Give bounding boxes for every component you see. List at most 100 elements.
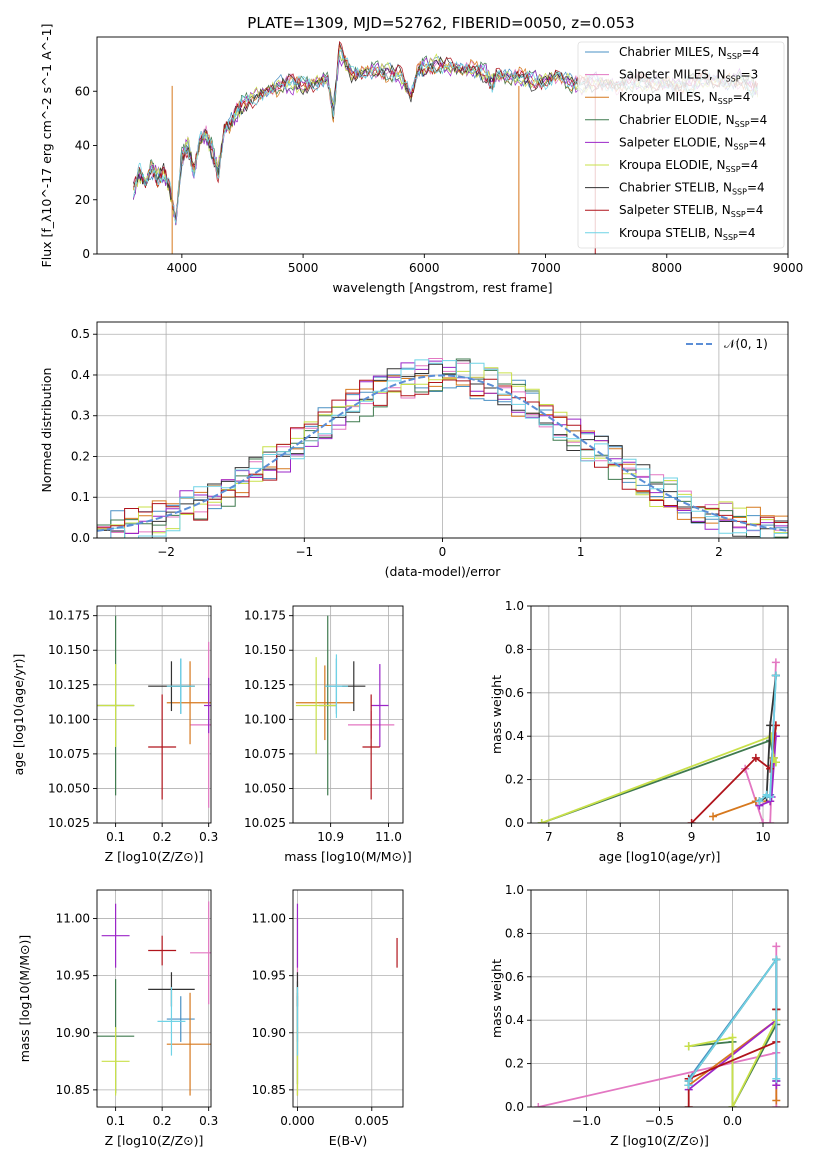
- y-tick-label: 40: [75, 139, 90, 153]
- y-tick-label: 10.85: [56, 1083, 90, 1097]
- series-marker-salpeter-miles: [766, 819, 775, 823]
- series-marker-kroupa-elodie: [537, 819, 546, 823]
- y-tick-label: 0.2: [71, 449, 90, 463]
- chart-age_vs_mass: 10.9 11.0 10.025 10.050 10.075 10.100 10.125 10…: [244, 605, 412, 864]
- legend-label-salpeter-miles: Salpeter MILES, NSSP=3: [619, 68, 758, 84]
- histogram-kroupa-stelib: [97, 359, 788, 538]
- y-tick-label: 0.8: [505, 926, 524, 940]
- errorbar-kroupa-miles: [166, 992, 211, 1096]
- series-marker-kroupa-stelib: [772, 955, 781, 964]
- y-tick-label: 10.025: [48, 816, 90, 830]
- errorbar-salpeter-elodie: [101, 903, 130, 968]
- x-tick-label: 0.3: [199, 1114, 218, 1128]
- errorbar-kroupa-stelib: [157, 987, 186, 1056]
- y-tick-label: 10.85: [252, 1083, 286, 1097]
- y-tick-label: 0: [82, 247, 90, 261]
- y-tick-label: 10.150: [244, 643, 286, 657]
- legend-box: [577, 41, 785, 249]
- y-axis-label: mass weight: [489, 959, 504, 1038]
- y-tick-label: 10.025: [244, 816, 286, 830]
- series-marker-kroupa-miles: [772, 1096, 781, 1105]
- y-axis-label: mass [log10(M/M⊙)]: [17, 935, 32, 1063]
- y-axis-label: mass weight: [489, 675, 504, 754]
- x-tick-label: 0.005: [355, 1114, 389, 1128]
- axes-frame: [530, 605, 789, 824]
- legend-label-main: Kroupa STELIB, N: [619, 226, 723, 240]
- legend-label-main: Chabrier ELODIE, N: [619, 113, 735, 127]
- y-tick-label: 60: [75, 84, 90, 98]
- legend-residual: 𝒩(0, 1): [686, 337, 768, 351]
- x-tick-label: 0.000: [280, 1114, 314, 1128]
- y-tick-label: 10.050: [244, 781, 286, 795]
- chart-mass_vs_ebv: 0.000 0.005 10.85 10.90 10.95 11.00 E(B-V): [252, 889, 404, 1148]
- y-tick-label: 0.3: [71, 409, 90, 423]
- y-tick-label: 0.0: [71, 531, 90, 545]
- series-line-kroupa-stelib: [758, 675, 777, 802]
- legend-label-tail: =4: [748, 135, 766, 149]
- axes-frame: [292, 889, 404, 1108]
- errorbar-salpeter-miles: [190, 901, 211, 1005]
- series-marker-kroupa-elodie: [771, 758, 780, 767]
- x-tick-label: 1: [577, 545, 585, 559]
- legend-label-main: Salpeter ELODIE, N: [619, 135, 733, 149]
- y-tick-label: 11.00: [252, 912, 286, 926]
- y-tick-label: 0.8: [505, 642, 524, 656]
- legend-label-tail: =4: [742, 45, 760, 59]
- x-axis-label: Z [log10(Z/Z⊙)]: [610, 1133, 709, 1148]
- series-marker-salpeter-stelib: [751, 753, 760, 762]
- x-axis-label: (data-model)/error: [385, 564, 502, 579]
- plot-area-mass_vs_Z: [97, 901, 211, 1096]
- legend-label-sub: SSP: [726, 75, 741, 84]
- errorbar-kroupa-elodie: [295, 657, 337, 754]
- x-axis-label: age [log10(age/yr)]: [599, 849, 721, 864]
- x-tick-label: 4000: [167, 261, 198, 275]
- legend-label-sub: SSP: [731, 210, 746, 219]
- y-tick-label: 0.6: [505, 686, 524, 700]
- series-line-salpeter-miles: [538, 946, 778, 1107]
- y-tick-label: 10.050: [48, 781, 90, 795]
- legend-label-chabrier-miles: Chabrier MILES, NSSP=4: [619, 45, 759, 61]
- y-tick-label: 0.0: [505, 816, 524, 830]
- y-tick-label: 10.95: [252, 969, 286, 983]
- errorbar-salpeter-stelib: [362, 694, 380, 800]
- series-line-kroupa-elodie: [688, 1019, 778, 1107]
- legend-label-tail: =4: [747, 181, 765, 195]
- series-marker-kroupa-stelib: [766, 792, 775, 801]
- axes-frame: [96, 605, 212, 824]
- series-marker-kroupa-elodie: [728, 1103, 737, 1107]
- x-tick-label: 0.3: [199, 830, 218, 844]
- plot-area-age_vs_Z: [97, 615, 211, 808]
- y-tick-label: 0.4: [71, 368, 90, 382]
- y-tick-label: 10.100: [244, 712, 286, 726]
- y-tick-label: 0.0: [505, 1100, 524, 1114]
- legend-label-tail: =4: [746, 203, 764, 217]
- legend-label-main: Chabrier STELIB, N: [619, 181, 732, 195]
- legend-label-sub: SSP: [735, 120, 750, 129]
- x-tick-label: 7000: [530, 261, 561, 275]
- series-marker-salpeter-stelib: [684, 1103, 693, 1107]
- y-tick-label: 10.100: [48, 712, 90, 726]
- chart-mass_weight_vs_age: 7 8 9 10 0.0 0.2 0.4 0.6 0.8 1.0 age [log10(age/yr…: [489, 599, 789, 864]
- legend-label-salpeter-elodie: Salpeter ELODIE, NSSP=4: [619, 135, 766, 151]
- histogram-chabrier-stelib: [97, 360, 788, 538]
- legend-label-chabrier-stelib: Chabrier STELIB, NSSP=4: [619, 181, 765, 197]
- errorbar-salpeter-elodie: [204, 677, 211, 734]
- series-marker-kroupa-miles: [709, 812, 718, 821]
- x-tick-label: −0.5: [645, 1114, 674, 1128]
- legend-label-sub: SSP: [733, 142, 748, 151]
- y-tick-label: 10.95: [56, 969, 90, 983]
- x-tick-label: 0.2: [153, 830, 172, 844]
- plot-area-mass_weight_vs_Z: [534, 942, 781, 1107]
- errorbar-salpeter-elodie: [371, 664, 389, 747]
- series-marker-salpeter-miles: [771, 658, 780, 667]
- y-tick-label: 10.90: [252, 1026, 286, 1040]
- errorbar-kroupa-stelib: [166, 658, 195, 714]
- x-tick-label: 10.9: [317, 830, 344, 844]
- legend-label-main: Kroupa ELODIE, N: [619, 158, 726, 172]
- legend-label-main: Salpeter STELIB, N: [619, 203, 731, 217]
- legend-label-kroupa-stelib: Kroupa STELIB, NSSP=4: [619, 226, 756, 242]
- x-axis-label: wavelength [Angstrom, rest frame]: [332, 280, 552, 295]
- x-tick-label: 0: [439, 545, 447, 559]
- y-axis-label: Flux [f_λ10^-17 erg cm^-2 s^-1 A^-1]: [39, 24, 54, 268]
